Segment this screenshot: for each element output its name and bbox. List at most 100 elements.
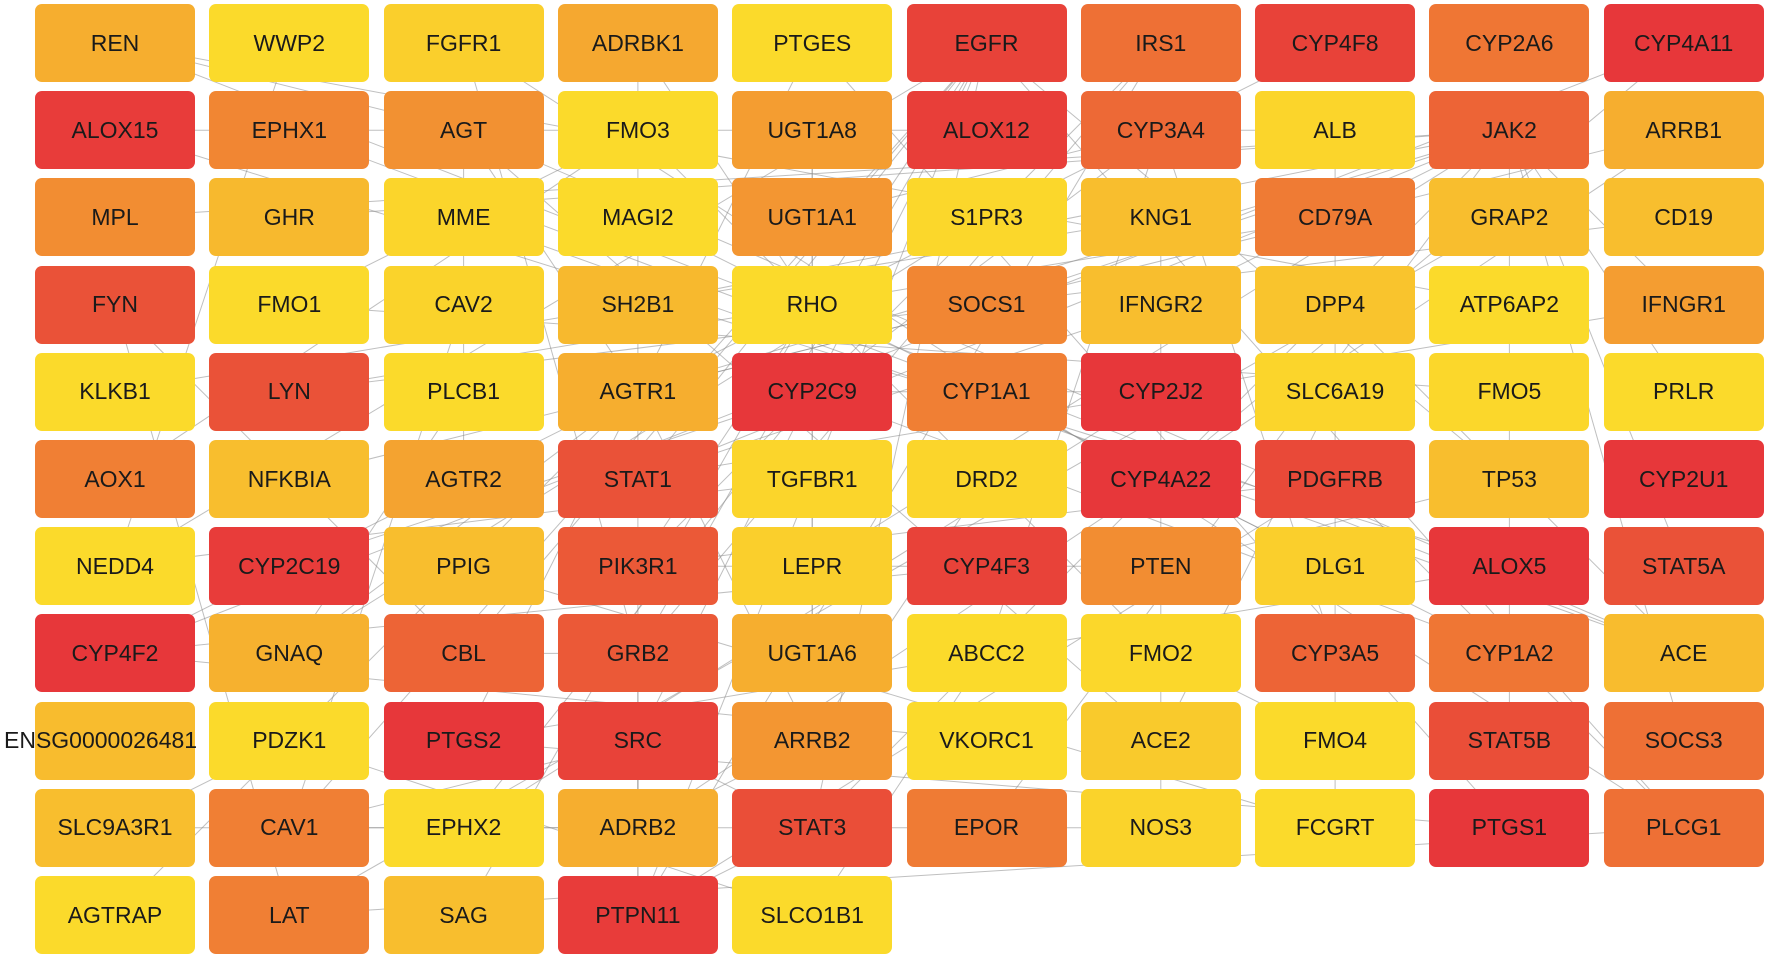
node-prlr: PRLR xyxy=(1603,352,1764,431)
node-lyn: LYN xyxy=(209,352,370,431)
node-ptgs2: PTGS2 xyxy=(383,701,544,780)
node-ifngr2: IFNGR2 xyxy=(1080,265,1241,344)
node-arrb2: ARRB2 xyxy=(732,701,893,780)
node-cd19: CD19 xyxy=(1603,178,1764,257)
edge-tp53-egfr xyxy=(986,42,1510,480)
node-cyp4f2: CYP4F2 xyxy=(35,614,195,693)
node-nfkbia: NFKBIA xyxy=(209,440,370,518)
edge-abcc2-slco1b1 xyxy=(811,653,987,916)
node-alox12: ALOX12 xyxy=(906,91,1067,170)
node-ensg0000026481: ENSG0000026481 xyxy=(4,727,198,754)
node-ifngr1: IFNGR1 xyxy=(1603,265,1764,344)
node-stat5a: STAT5A xyxy=(1603,527,1764,606)
node-pten: PTEN xyxy=(1080,527,1241,606)
node-cav1: CAV1 xyxy=(209,788,370,867)
node-stat5b: STAT5B xyxy=(1429,701,1590,780)
node-mme: MME xyxy=(383,178,544,257)
node-plcb1: PLCB1 xyxy=(383,352,544,431)
node-dlg1: DLG1 xyxy=(1255,527,1416,606)
node-abcc2: ABCC2 xyxy=(906,614,1067,693)
node-irs1: IRS1 xyxy=(1080,4,1241,82)
edge-plcb1-gnaq xyxy=(288,391,465,654)
node-fcgrt: FCGRT xyxy=(1255,788,1416,867)
node-adrb2: ADRB2 xyxy=(557,788,718,867)
node-plcg1: PLCG1 xyxy=(1603,788,1764,867)
node-fgfr1: FGFR1 xyxy=(383,4,544,82)
node-cyp1a2: CYP1A2 xyxy=(1429,614,1590,693)
node-ace2: ACE2 xyxy=(1080,701,1241,780)
node-ugt1a8: UGT1A8 xyxy=(732,91,893,170)
node-magi2: MAGI2 xyxy=(557,178,718,257)
edge-agt-agtr1 xyxy=(463,129,639,393)
node-socs3: SOCS3 xyxy=(1603,701,1764,780)
node-cbl: CBL xyxy=(383,614,544,693)
node-alox15: ALOX15 xyxy=(35,91,195,170)
edge-rho-adrbk1 xyxy=(637,42,813,305)
node-grb2: GRB2 xyxy=(557,614,718,693)
node-cyp3a4: CYP3A4 xyxy=(1080,91,1241,170)
node-cyp3a5: CYP3A5 xyxy=(1255,614,1416,693)
node-cyp1a1: CYP1A1 xyxy=(906,352,1067,431)
node-stat1: STAT1 xyxy=(557,440,718,518)
edge-cyp2c9-cyp2c19 xyxy=(289,391,813,567)
edge-irs1-pik3r1 xyxy=(637,42,1162,567)
node-cav2: CAV2 xyxy=(383,265,544,344)
node-pdzk1: PDZK1 xyxy=(209,701,370,780)
node-sh2b1: SH2B1 xyxy=(557,265,718,344)
node-drd2: DRD2 xyxy=(906,440,1067,518)
node-ephx2: EPHX2 xyxy=(383,788,544,867)
node-agt: AGT xyxy=(383,91,544,170)
node-nedd4: NEDD4 xyxy=(35,527,195,606)
node-fyn: FYN xyxy=(35,265,195,344)
node-ppig: PPIG xyxy=(383,527,544,606)
node-agtr1: AGTR1 xyxy=(557,352,718,431)
node-grap2: GRAP2 xyxy=(1429,178,1590,257)
node-socs1: SOCS1 xyxy=(906,265,1067,344)
edge-drd2-arrb2 xyxy=(811,478,987,741)
edge-jak2-epor xyxy=(986,129,1510,829)
node-wwp2: WWP2 xyxy=(209,4,370,82)
node-ptges: PTGES xyxy=(732,4,893,82)
node-tp53: TP53 xyxy=(1429,440,1590,518)
node-gnaq: GNAQ xyxy=(209,614,370,693)
node-mpl: MPL xyxy=(35,178,195,257)
node-ren: REN xyxy=(35,4,195,82)
node-ghr: GHR xyxy=(209,178,370,257)
node-cyp2c19: CYP2C19 xyxy=(209,527,370,606)
node-arrb1: ARRB1 xyxy=(1603,91,1764,170)
node-pdgfrb: PDGFRB xyxy=(1255,440,1416,518)
edge-aox1-fmo3 xyxy=(114,129,639,480)
node-fmo5: FMO5 xyxy=(1429,352,1590,431)
node-jak2: JAK2 xyxy=(1429,91,1590,170)
node-cyp4f3: CYP4F3 xyxy=(906,527,1067,606)
node-alox5: ALOX5 xyxy=(1429,527,1590,606)
node-cyp2j2: CYP2J2 xyxy=(1080,352,1241,431)
node-aox1: AOX1 xyxy=(35,440,195,518)
node-fmo4: FMO4 xyxy=(1255,701,1416,780)
node-ptgs1: PTGS1 xyxy=(1429,788,1590,867)
node-cyp2u1: CYP2U1 xyxy=(1603,440,1764,518)
node-sag: SAG xyxy=(383,876,544,954)
node-box-ensg0000026481 xyxy=(35,701,195,780)
node-klkb1: KLKB1 xyxy=(35,352,195,431)
edge-jak2-prlr xyxy=(1508,129,1685,393)
node-atp6ap2: ATP6AP2 xyxy=(1429,265,1590,344)
node-kng1: KNG1 xyxy=(1080,178,1241,257)
edge-pdzk1-slco1b1 xyxy=(289,740,813,916)
node-cyp2c9: CYP2C9 xyxy=(732,352,893,431)
node-ptpn11: PTPN11 xyxy=(557,876,718,954)
edge-cyp4a11-cyp4a22 xyxy=(1160,42,1685,480)
node-tgfbr1: TGFBR1 xyxy=(732,440,893,518)
node-fmo2: FMO2 xyxy=(1080,614,1241,693)
node-adrbk1: ADRBK1 xyxy=(557,4,718,82)
node-cyp4f8: CYP4F8 xyxy=(1255,4,1416,82)
edge-jak2-socs1 xyxy=(986,129,1510,306)
node-slc9a3r1: SLC9A3R1 xyxy=(35,788,195,867)
node-slc6a19: SLC6A19 xyxy=(1255,352,1416,431)
node-alb: ALB xyxy=(1255,91,1416,170)
node-rho: RHO xyxy=(732,265,893,344)
node-fmo1: FMO1 xyxy=(209,265,370,344)
node-fmo3: FMO3 xyxy=(557,91,718,170)
node-ugt1a6: UGT1A6 xyxy=(732,614,893,693)
node-cyp4a22: CYP4A22 xyxy=(1080,440,1241,518)
